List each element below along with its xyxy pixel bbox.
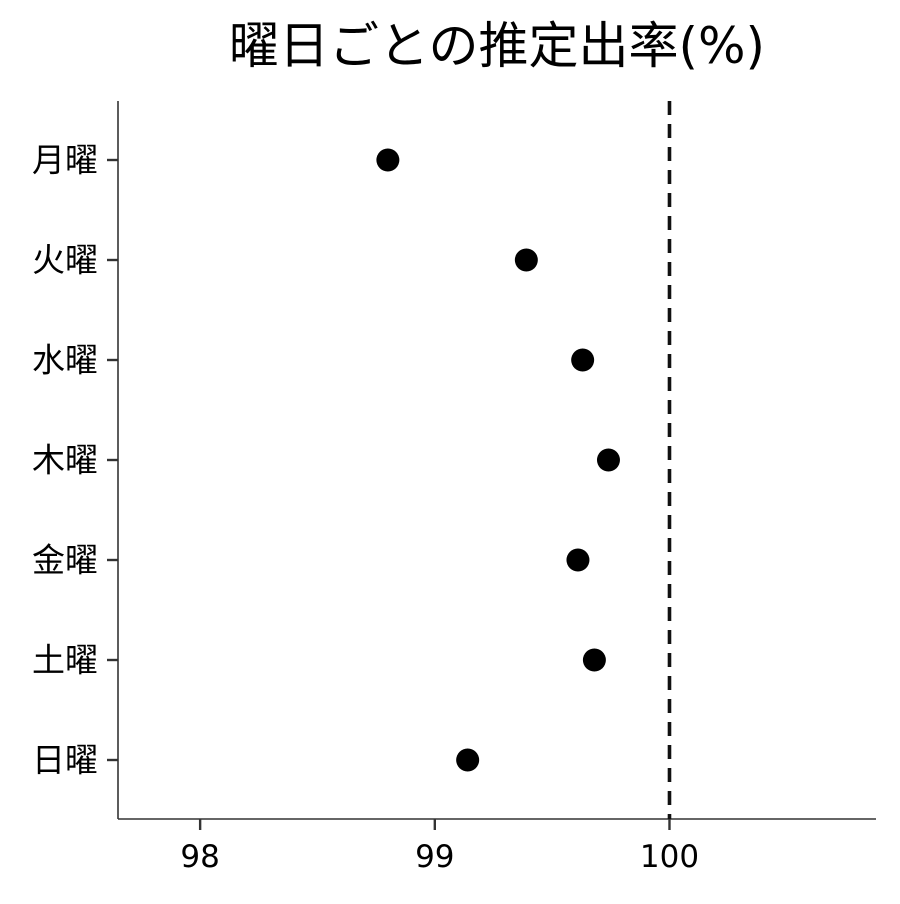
data-point: [456, 748, 480, 772]
chart-title: 曜日ごとの推定出率(%): [229, 17, 765, 75]
y-tick-label: 火曜: [32, 241, 98, 280]
data-point: [596, 448, 620, 472]
data-points: [376, 148, 620, 772]
y-tick-label: 日曜: [32, 741, 98, 780]
x-tick-label: 98: [180, 839, 219, 875]
y-tick-label: 土曜: [32, 641, 98, 680]
y-tick-label: 水曜: [32, 341, 98, 380]
data-point: [514, 248, 538, 272]
y-tick-label: 木曜: [32, 441, 98, 480]
y-tick-label: 金曜: [32, 541, 98, 580]
axes: [117, 101, 876, 820]
x-tick-label: 99: [415, 839, 454, 875]
y-tick-label: 月曜: [32, 141, 98, 180]
data-point: [566, 548, 590, 572]
data-point: [582, 648, 606, 672]
x-tick-label: 100: [640, 839, 699, 875]
data-point: [571, 348, 595, 372]
data-point: [376, 148, 400, 172]
x-axis-ticks: 98 99 100: [180, 819, 699, 875]
